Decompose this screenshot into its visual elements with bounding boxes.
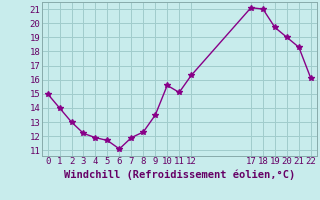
X-axis label: Windchill (Refroidissement éolien,°C): Windchill (Refroidissement éolien,°C) <box>64 169 295 180</box>
